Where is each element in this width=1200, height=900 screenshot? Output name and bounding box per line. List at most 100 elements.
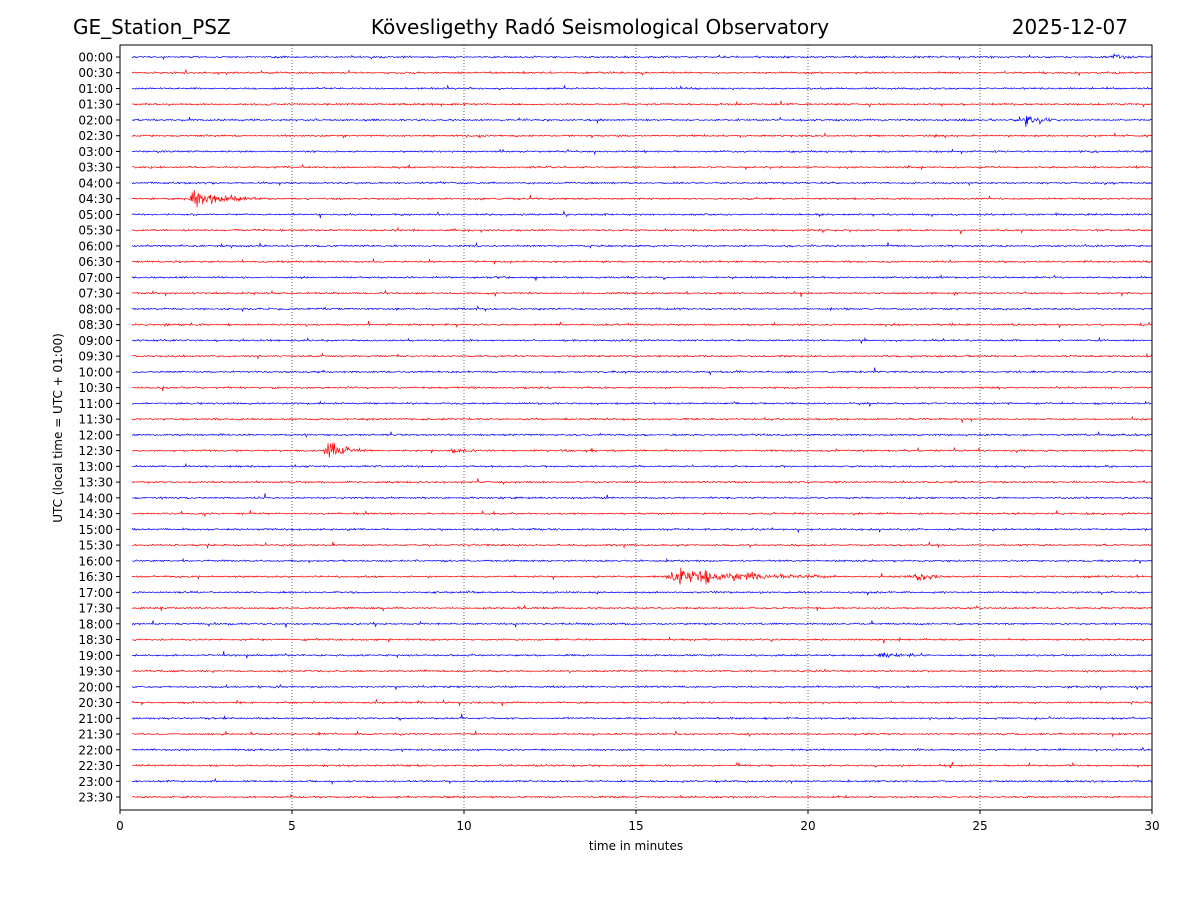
trace-row-0100: [132, 84, 1153, 91]
trace-row-0000: [131, 53, 1153, 61]
y-tick-label: 12:30: [78, 444, 113, 458]
y-tick-label: 23:00: [78, 775, 113, 789]
y-tick-label: 10:00: [78, 365, 113, 379]
trace-row-0900: [131, 336, 1152, 345]
x-tick-label: 30: [1144, 819, 1159, 833]
y-tick-label: 08:30: [78, 318, 113, 332]
trace-row-2230: [131, 761, 1153, 769]
date-title: 2025-12-07: [1011, 15, 1128, 39]
y-tick-label: 15:00: [78, 523, 113, 537]
y-tick-label: 09:30: [78, 350, 113, 364]
y-tick-label: 03:00: [78, 145, 113, 159]
y-tick-label: 21:30: [78, 728, 113, 742]
y-tick-label: 09:00: [78, 334, 113, 348]
trace-row-1230: [131, 442, 1153, 458]
y-tick-label: 21:00: [78, 712, 113, 726]
x-tick-label: 5: [288, 819, 296, 833]
y-tick-label: 15:30: [78, 539, 113, 553]
y-tick-label: 05:30: [78, 224, 113, 238]
y-tick-label: 10:30: [78, 381, 113, 395]
chart-title: Kövesligethy Radó Seismological Observat…: [370, 15, 830, 39]
y-tick-label: 14:00: [78, 491, 113, 505]
y-tick-label: 06:00: [78, 239, 113, 253]
y-tick-label: 17:30: [78, 602, 113, 616]
y-tick-label: 19:00: [78, 649, 113, 663]
x-tick-label: 25: [972, 819, 987, 833]
y-tick-label: 23:30: [78, 791, 113, 805]
y-tick-label: 00:00: [78, 51, 113, 65]
y-tick-label: 06:30: [78, 255, 113, 269]
trace-row-1300: [131, 462, 1153, 469]
y-tick-label: 03:30: [78, 161, 113, 175]
x-axis: 0 5 10 15 20 25 30: [116, 810, 1160, 833]
trace-row-1730: [131, 605, 1153, 612]
x-tick-label: 20: [800, 819, 815, 833]
trace-row-0530: [131, 226, 1153, 235]
trace-row-1200: [131, 431, 1153, 438]
trace-row-0330: [131, 163, 1152, 171]
station-title: GE_Station_PSZ: [73, 15, 231, 39]
trace-row-2130: [131, 729, 1153, 738]
y-tick-label: 18:00: [78, 617, 113, 631]
grid-lines: [291, 45, 981, 810]
y-tick-label: 14:30: [78, 507, 113, 521]
x-tick-label: 10: [456, 819, 471, 833]
trace-row-0130: [131, 100, 1153, 108]
y-tick-label: 22:00: [78, 743, 113, 757]
y-tick-label: 04:30: [78, 192, 113, 206]
trace-row-2000: [131, 683, 1153, 691]
y-tick-label: 19:30: [78, 665, 113, 679]
x-axis-label: time in minutes: [589, 839, 683, 853]
trace-row-0200: [131, 115, 1152, 127]
y-tick-label: 22:30: [78, 759, 113, 773]
x-tick-label: 15: [628, 819, 643, 833]
trace-row-1530: [132, 540, 1153, 550]
trace-row-1100: [131, 400, 1152, 407]
y-tick-label: 13:30: [78, 476, 113, 490]
trace-row-0030: [131, 69, 1152, 76]
y-tick-label: 00:30: [78, 66, 113, 80]
trace-row-1630: [131, 567, 1153, 585]
trace-row-0830: [131, 321, 1152, 329]
trace-row-1800: [131, 620, 1153, 628]
y-tick-label: 18:30: [78, 633, 113, 647]
trace-row-0300: [132, 148, 1153, 156]
trace-row-0230: [131, 131, 1153, 139]
trace-row-2300: [131, 777, 1153, 786]
trace-row-0400: [131, 180, 1153, 187]
trace-row-1400: [131, 493, 1153, 500]
traces: [131, 53, 1153, 799]
trace-row-1700: [131, 590, 1152, 596]
y-tick-label: 04:00: [78, 176, 113, 190]
trace-row-0630: [131, 257, 1153, 265]
y-tick-label: 20:30: [78, 696, 113, 710]
x-tick-label: 0: [116, 819, 124, 833]
trace-row-1330: [131, 478, 1153, 486]
trace-row-0600: [131, 241, 1153, 249]
y-tick-label: 16:00: [78, 554, 113, 568]
y-tick-label: 02:00: [78, 113, 113, 127]
trace-row-1500: [131, 527, 1153, 534]
y-tick-label: 17:00: [78, 586, 113, 600]
y-tick-label: 11:00: [78, 397, 113, 411]
y-tick-label: 20:00: [78, 680, 113, 694]
y-tick-label: 01:30: [78, 98, 113, 112]
y-axis-label: UTC (local time = UTC + 01:00): [51, 333, 65, 523]
trace-row-1000: [131, 367, 1152, 376]
trace-row-1430: [131, 510, 1153, 517]
trace-row-1130: [131, 415, 1152, 423]
trace-row-2330: [131, 793, 1152, 799]
y-tick-label: 02:30: [78, 129, 113, 143]
y-tick-label: 16:30: [78, 570, 113, 584]
trace-row-2030: [131, 698, 1153, 707]
y-tick-label: 12:00: [78, 428, 113, 442]
y-tick-label: 07:30: [78, 287, 113, 301]
y-tick-label: 13:00: [78, 460, 113, 474]
y-tick-label: 08:00: [78, 302, 113, 316]
trace-row-1600: [131, 557, 1153, 564]
y-tick-label: 05:00: [78, 208, 113, 222]
y-tick-label: 11:30: [78, 413, 113, 427]
trace-row-0930: [131, 352, 1153, 360]
